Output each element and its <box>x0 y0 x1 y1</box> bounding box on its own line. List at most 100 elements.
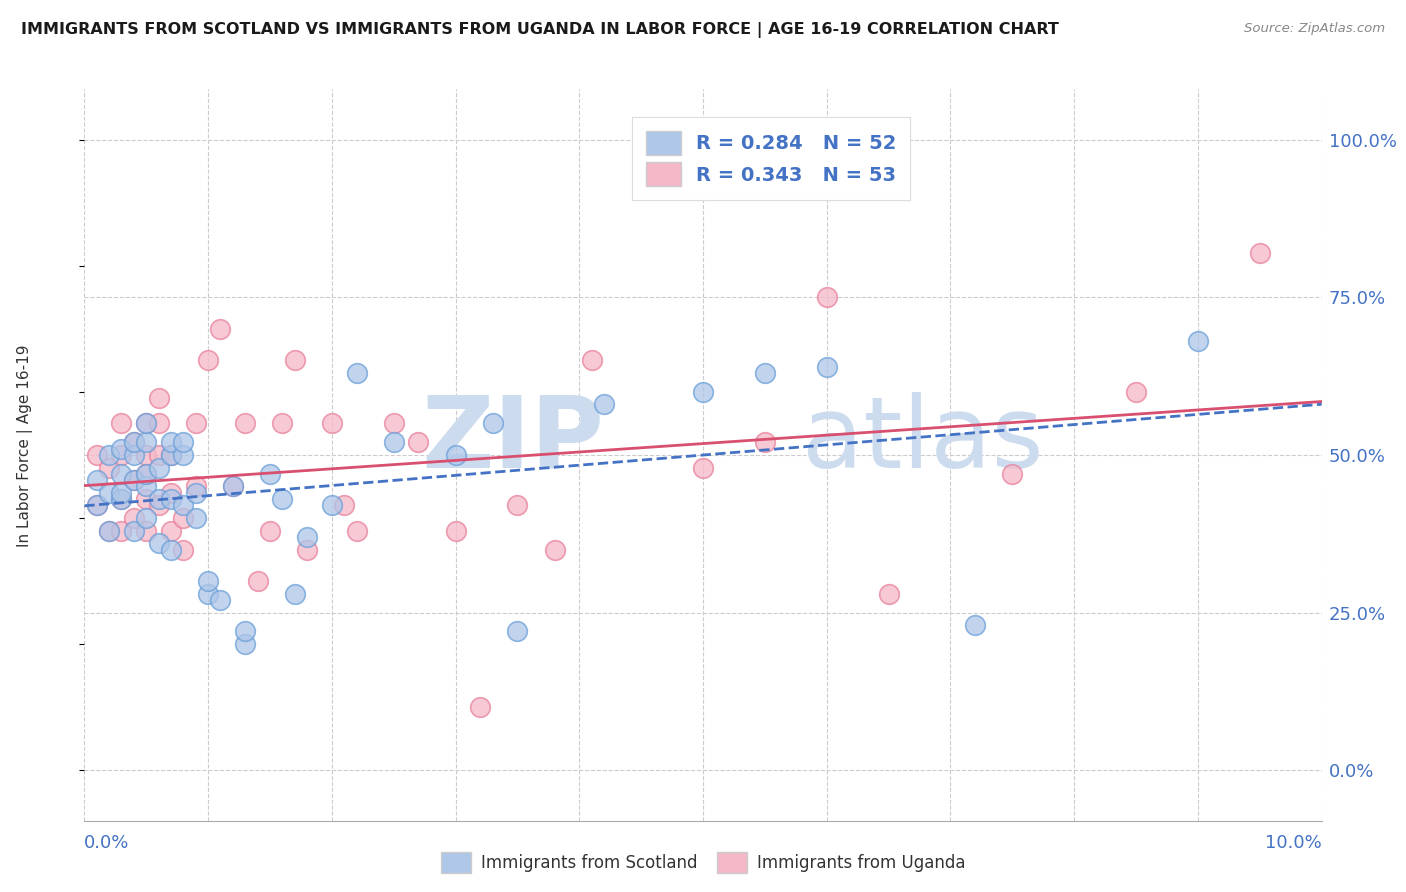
Point <box>110 485 132 500</box>
Point <box>86 499 108 513</box>
Point <box>122 473 145 487</box>
Point <box>172 542 194 557</box>
Point <box>259 467 281 481</box>
Point <box>98 524 121 538</box>
Point <box>815 359 838 374</box>
Point <box>135 467 157 481</box>
Text: In Labor Force | Age 16-19: In Labor Force | Age 16-19 <box>17 344 34 548</box>
Point <box>222 479 245 493</box>
Point <box>98 485 121 500</box>
Point <box>506 624 529 639</box>
Point <box>444 448 467 462</box>
Point <box>692 460 714 475</box>
Point <box>172 448 194 462</box>
Point <box>233 417 256 431</box>
Point <box>148 499 170 513</box>
Point <box>184 479 207 493</box>
Text: IMMIGRANTS FROM SCOTLAND VS IMMIGRANTS FROM UGANDA IN LABOR FORCE | AGE 16-19 CO: IMMIGRANTS FROM SCOTLAND VS IMMIGRANTS F… <box>21 22 1059 38</box>
Point <box>197 353 219 368</box>
Point <box>1001 467 1024 481</box>
Point <box>172 511 194 525</box>
Point <box>321 417 343 431</box>
Point <box>382 417 405 431</box>
Point <box>295 530 318 544</box>
Point <box>222 479 245 493</box>
Point <box>197 587 219 601</box>
Point <box>98 524 121 538</box>
Point <box>481 417 503 431</box>
Point <box>148 536 170 550</box>
Point <box>172 499 194 513</box>
Point <box>135 491 157 506</box>
Point <box>754 366 776 380</box>
Point <box>184 511 207 525</box>
Point <box>444 524 467 538</box>
Point <box>259 524 281 538</box>
Point <box>295 542 318 557</box>
Point <box>86 448 108 462</box>
Point <box>122 473 145 487</box>
Point <box>233 637 256 651</box>
Point <box>110 417 132 431</box>
Point <box>233 624 256 639</box>
Point <box>271 491 294 506</box>
Point <box>543 542 565 557</box>
Point <box>122 435 145 450</box>
Point <box>333 499 356 513</box>
Point <box>160 435 183 450</box>
Point <box>209 593 232 607</box>
Point <box>346 524 368 538</box>
Legend: Immigrants from Scotland, Immigrants from Uganda: Immigrants from Scotland, Immigrants fro… <box>434 846 972 880</box>
Point <box>110 448 132 462</box>
Point <box>815 290 838 304</box>
Point <box>382 435 405 450</box>
Point <box>692 384 714 399</box>
Point <box>209 322 232 336</box>
Point <box>184 485 207 500</box>
Point <box>965 618 987 632</box>
Point <box>122 511 145 525</box>
Point <box>160 542 183 557</box>
Point <box>135 479 157 493</box>
Point <box>160 448 183 462</box>
Text: Source: ZipAtlas.com: Source: ZipAtlas.com <box>1244 22 1385 36</box>
Point <box>271 417 294 431</box>
Point <box>184 417 207 431</box>
Point <box>135 448 157 462</box>
Point <box>160 485 183 500</box>
Point <box>86 473 108 487</box>
Point <box>135 511 157 525</box>
Point <box>160 524 183 538</box>
Point <box>246 574 269 588</box>
Point <box>98 448 121 462</box>
Point <box>122 435 145 450</box>
Point <box>160 491 183 506</box>
Point <box>122 448 145 462</box>
Point <box>148 448 170 462</box>
Point <box>160 448 183 462</box>
Point <box>122 524 145 538</box>
Point <box>877 587 900 601</box>
Point <box>135 467 157 481</box>
Point <box>148 391 170 405</box>
Point <box>1249 246 1271 260</box>
Point <box>284 587 307 601</box>
Point <box>197 574 219 588</box>
Point <box>581 353 603 368</box>
Point <box>135 417 157 431</box>
Point <box>506 499 529 513</box>
Point <box>754 435 776 450</box>
Point <box>110 491 132 506</box>
Point <box>98 460 121 475</box>
Point <box>135 524 157 538</box>
Point <box>470 700 492 714</box>
Point <box>135 435 157 450</box>
Point <box>1125 384 1147 399</box>
Point <box>321 499 343 513</box>
Text: 0.0%: 0.0% <box>84 834 129 852</box>
Point <box>593 397 616 411</box>
Point <box>284 353 307 368</box>
Text: 10.0%: 10.0% <box>1265 834 1322 852</box>
Point <box>148 491 170 506</box>
Text: atlas: atlas <box>801 392 1043 489</box>
